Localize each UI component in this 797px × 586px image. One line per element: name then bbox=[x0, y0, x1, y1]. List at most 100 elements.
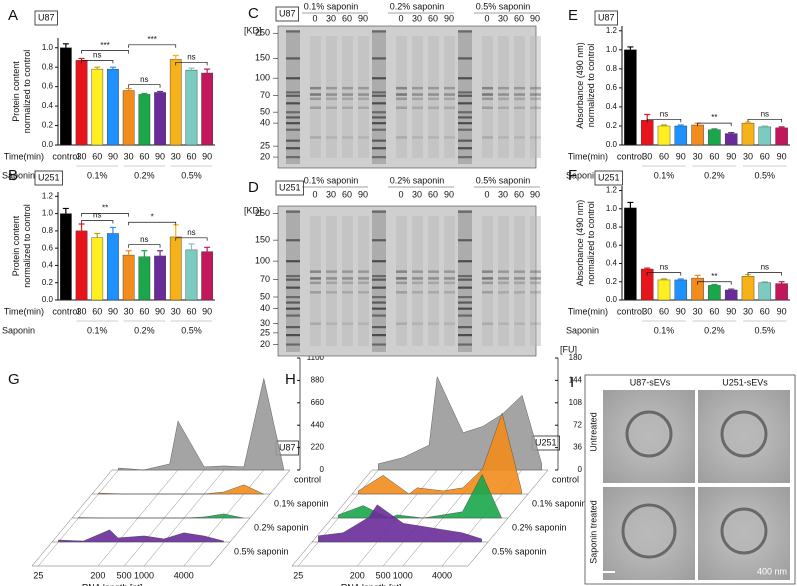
y-tick-label: 72 bbox=[573, 420, 582, 429]
x-tick-label: 200 bbox=[90, 570, 105, 580]
x-tick-label: 90 bbox=[676, 306, 686, 316]
y-tick-label: 1.2 bbox=[606, 26, 618, 35]
error-bar bbox=[711, 128, 718, 130]
unit-label: [KD] bbox=[244, 25, 262, 35]
series-label: control bbox=[294, 474, 321, 484]
x-tick-label: 25 bbox=[293, 570, 303, 580]
sample-band bbox=[396, 322, 407, 325]
bar bbox=[724, 289, 738, 301]
x-tick-label: 90 bbox=[108, 306, 118, 316]
y-tick-label: 180 bbox=[569, 353, 583, 362]
ladder-band bbox=[372, 307, 386, 310]
sample-band bbox=[326, 97, 337, 101]
lane-label: 0 bbox=[398, 13, 403, 23]
x-tick-label: 90 bbox=[777, 151, 787, 161]
x-tick-label: 60 bbox=[186, 151, 196, 161]
significance-bracket bbox=[747, 272, 782, 276]
sample-band bbox=[310, 277, 321, 280]
ladder-band bbox=[372, 275, 386, 278]
bar bbox=[657, 279, 671, 301]
ladder-band bbox=[372, 296, 386, 299]
sample-band bbox=[396, 270, 407, 273]
sample-band bbox=[428, 97, 439, 101]
bar bbox=[91, 68, 104, 146]
ladder-band bbox=[372, 343, 386, 346]
trace-area bbox=[118, 378, 284, 471]
error-bar bbox=[141, 92, 148, 95]
significance-bracket bbox=[128, 221, 177, 226]
error-bar bbox=[125, 87, 132, 91]
floor-edge bbox=[291, 469, 373, 567]
sample-band bbox=[342, 270, 353, 273]
sample-band bbox=[514, 97, 525, 101]
sample-band bbox=[396, 86, 407, 90]
x-tick-label: 4000 bbox=[174, 570, 194, 580]
x-tick-label: 500 bbox=[376, 570, 391, 580]
y-label-line: normalized to control bbox=[586, 201, 596, 285]
group-tick-label: 0.2% bbox=[134, 170, 155, 180]
sample-band bbox=[530, 97, 541, 101]
floor-edge bbox=[467, 469, 549, 567]
sample-band bbox=[310, 106, 321, 109]
y-tick-label: 0.2 bbox=[42, 278, 54, 287]
ladder-band bbox=[458, 128, 472, 131]
y-tick-label: 1.0 bbox=[606, 45, 618, 54]
row-label: Saponin treated bbox=[588, 500, 598, 564]
ladder-band bbox=[372, 278, 386, 281]
significance-label: * bbox=[151, 212, 154, 221]
sample-band bbox=[514, 136, 525, 139]
y-label-line: normalized to control bbox=[586, 44, 596, 128]
x-tick-label: 60 bbox=[709, 151, 719, 161]
y-tick-label: 0.8 bbox=[42, 226, 54, 235]
significance-label: *** bbox=[148, 35, 157, 44]
sample-band bbox=[412, 136, 423, 139]
sample-band bbox=[530, 322, 541, 325]
error-bar bbox=[94, 66, 101, 70]
series-label: 0.5% saponin bbox=[492, 546, 547, 556]
ladder-band bbox=[372, 77, 386, 80]
sample-band bbox=[530, 277, 541, 280]
group-tick-label: 0.2% bbox=[704, 325, 725, 335]
sample-band bbox=[310, 136, 321, 139]
sample-band bbox=[444, 322, 455, 325]
significance-label: ns bbox=[140, 235, 148, 244]
lane-label: 90 bbox=[444, 189, 454, 199]
marker-label: 20 bbox=[260, 339, 270, 349]
series-label: 0.5% saponin bbox=[234, 546, 289, 556]
sample-lane bbox=[444, 36, 455, 158]
x-label: Time(min) bbox=[568, 306, 608, 316]
ladder-band bbox=[286, 111, 300, 114]
sample-lane bbox=[358, 216, 369, 346]
sample-band bbox=[428, 277, 439, 280]
sample-lane bbox=[482, 216, 493, 346]
sample-band bbox=[358, 136, 369, 139]
sample-band bbox=[342, 322, 353, 325]
sample-lane bbox=[342, 36, 353, 158]
marker-label: 40 bbox=[260, 303, 270, 313]
ladder-band bbox=[458, 30, 472, 33]
error-bar bbox=[677, 278, 684, 280]
sample-band bbox=[482, 106, 493, 109]
sample-band bbox=[310, 93, 321, 96]
group-label: 0.2% saponin bbox=[390, 1, 445, 11]
y-tick-label: 1.0 bbox=[42, 209, 54, 218]
vesicle-core bbox=[626, 508, 672, 554]
y-label: Absorbance (490 nm) normalized to control bbox=[575, 200, 596, 287]
x-tick-label: 25 bbox=[33, 570, 43, 580]
marker-label: 100 bbox=[255, 73, 270, 83]
x-tick-label: control bbox=[617, 306, 644, 316]
ladder-band bbox=[286, 156, 300, 159]
x-tick-label: 60 bbox=[659, 151, 669, 161]
sample-lane bbox=[498, 216, 509, 346]
bar bbox=[107, 233, 119, 301]
ladder-band bbox=[286, 260, 300, 263]
y-tick-label: 1.2 bbox=[606, 186, 618, 195]
marker-label: 250 bbox=[255, 208, 270, 218]
ladder-band bbox=[372, 314, 386, 317]
panel-label: I bbox=[570, 374, 574, 391]
ladder-band bbox=[372, 102, 386, 105]
sample-lane bbox=[514, 36, 525, 158]
panel-label: E bbox=[568, 7, 578, 24]
error-bar bbox=[661, 124, 667, 126]
